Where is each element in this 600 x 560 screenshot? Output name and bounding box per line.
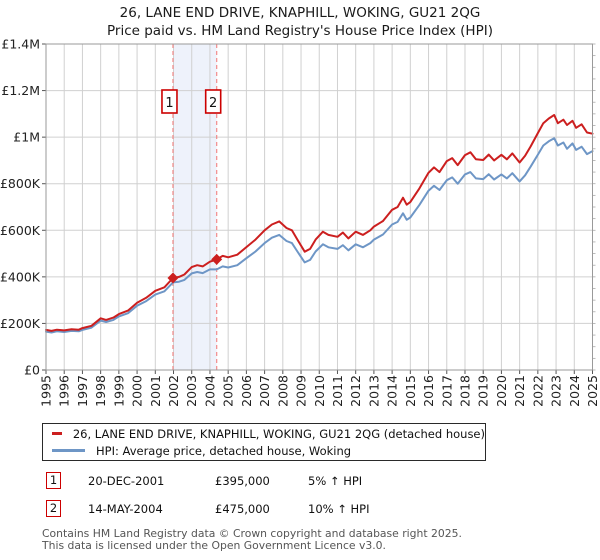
sale-1-price: £395,000 <box>215 474 270 488</box>
sale-2-number-badge: 2 <box>46 500 61 517</box>
x-axis-label: 2000 <box>130 375 145 407</box>
x-axis-label: 2023 <box>549 375 564 407</box>
x-axis-label: 1999 <box>111 375 126 407</box>
sale-label-text-2: 2 <box>209 96 217 111</box>
x-axis-label: 2007 <box>257 375 272 407</box>
x-axis-label: 2006 <box>239 375 254 407</box>
x-axis-label: 2012 <box>348 375 363 407</box>
x-axis-label: 2008 <box>275 375 290 407</box>
x-axis-label: 2015 <box>403 375 418 407</box>
property-line-swatch <box>52 432 62 435</box>
x-axis-label: 2010 <box>312 375 327 407</box>
legend-label-property: 26, LANE END DRIVE, KNAPHILL, WOKING, GU… <box>72 426 485 441</box>
y-axis-label: £800K <box>0 176 41 191</box>
y-axis-label: £1.4M <box>1 37 40 52</box>
x-axis-label: 2005 <box>221 375 236 407</box>
sale-1-number-badge: 1 <box>46 472 61 489</box>
x-axis-label: 2025 <box>585 375 600 407</box>
chart-title: 26, LANE END DRIVE, KNAPHILL, WOKING, GU… <box>119 5 481 21</box>
x-axis-label: 2017 <box>439 375 454 407</box>
hpi-line-swatch <box>52 449 85 452</box>
chart-legend: 26, LANE END DRIVE, KNAPHILL, WOKING, GU… <box>42 423 486 461</box>
x-axis-label: 2013 <box>366 375 381 407</box>
x-axis-label: 2003 <box>184 375 199 407</box>
sale-row-2: 2 14-MAY-2004 £475,000 10% ↑ HPI <box>42 500 582 520</box>
y-axis-label: £1.2M <box>1 83 40 98</box>
x-axis-label: 2019 <box>476 375 491 407</box>
sale-marker-diamond-1 <box>167 272 179 284</box>
sale-1-hpi-delta: 5% ↑ HPI <box>308 474 363 488</box>
x-axis-label: 2022 <box>530 375 545 407</box>
x-axis-label: 1997 <box>75 375 90 407</box>
footer-line-2: This data is licensed under the Open Gov… <box>42 538 386 552</box>
legend-item-hpi: HPI: Average price, detached house, Woki… <box>43 442 485 459</box>
x-axis-label: 1996 <box>57 375 72 407</box>
sale-marker-diamond-2 <box>211 253 223 265</box>
chart-subtitle: Price paid vs. HM Land Registry's House … <box>107 23 493 39</box>
plot-border <box>45 43 593 371</box>
footer-line-1: Contains HM Land Registry data © Crown c… <box>42 527 462 540</box>
sale-2-hpi-delta: 10% ↑ HPI <box>308 502 370 516</box>
x-axis-label: 2021 <box>512 375 527 407</box>
x-axis-label: 2014 <box>385 375 400 407</box>
x-axis-label: 2016 <box>421 375 436 407</box>
y-axis-label: £0 <box>24 363 40 378</box>
x-axis-label: 2004 <box>202 375 217 407</box>
sale-label-box-2 <box>204 89 222 114</box>
license-footer: Contains HM Land Registry data © Crown c… <box>42 528 462 551</box>
x-axis-label: 2001 <box>148 375 163 407</box>
x-axis-label: 1995 <box>39 375 54 407</box>
hpi-line <box>45 137 594 334</box>
property-price-line <box>45 114 594 332</box>
y-axis-label: £200K <box>0 316 41 331</box>
x-axis-label: 2020 <box>494 375 509 407</box>
y-axis-label: £600K <box>0 223 41 238</box>
sale-label-box-1 <box>161 89 178 114</box>
sale-row-1: 1 20-DEC-2001 £395,000 5% ↑ HPI <box>42 472 582 492</box>
price-chart: 1995 1996 1997 1998 1999 2000 2001 2002 2003 2004… <box>0 37 600 407</box>
legend-label-hpi: HPI: Average price, detached house, Woki… <box>96 443 352 458</box>
legend-item-property: 26, LANE END DRIVE, KNAPHILL, WOKING, GU… <box>43 425 485 442</box>
x-axis-label: 2018 <box>457 375 472 407</box>
x-axis-label: 2011 <box>330 375 345 407</box>
x-axis-label: 2024 <box>567 375 582 407</box>
chart-titles: 26, LANE END DRIVE, KNAPHILL, WOKING, GU… <box>0 4 600 40</box>
x-axis-label: 2009 <box>294 375 309 407</box>
x-axis-label: 2002 <box>166 375 181 407</box>
sale-2-date: 14-MAY-2004 <box>88 502 163 516</box>
sale-label-text-1: 1 <box>165 96 173 111</box>
x-axis-label: 1998 <box>93 375 108 407</box>
sale-2-price: £475,000 <box>215 502 270 516</box>
y-axis-label: £1M <box>13 130 40 145</box>
sale-1-date: 20-DEC-2001 <box>88 474 165 488</box>
y-axis-label: £400K <box>0 269 41 284</box>
